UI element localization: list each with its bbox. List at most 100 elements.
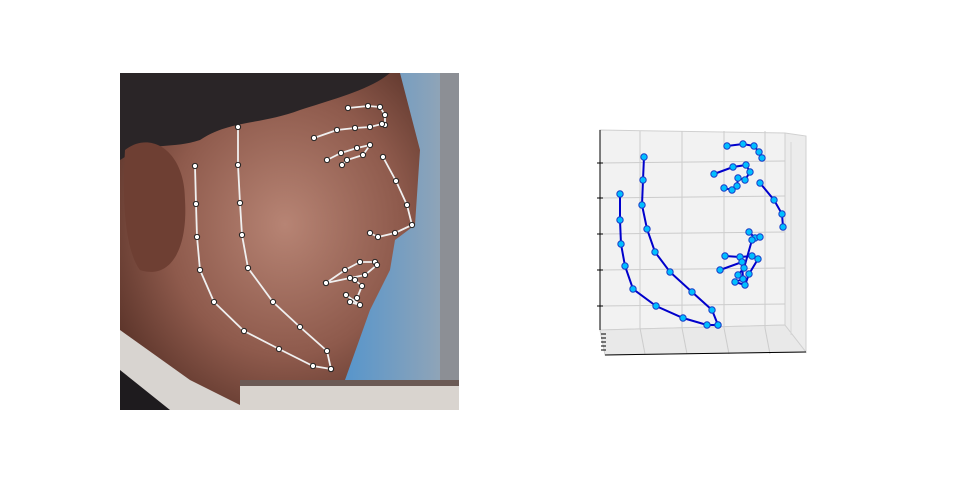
landmark-point (750, 142, 758, 150)
landmark-point (740, 264, 748, 272)
lectern (240, 385, 459, 410)
landmark-point (738, 258, 746, 266)
landmark-point (754, 255, 762, 263)
grid-line (599, 195, 786, 199)
landmark-point (621, 262, 629, 270)
landmark-point (356, 301, 364, 309)
grid-line (599, 231, 786, 235)
floor-pane (599, 324, 808, 356)
face-landmarks (191, 102, 416, 373)
back-pane (599, 129, 786, 331)
landmark-point (688, 288, 696, 296)
landmark-point (710, 170, 718, 178)
grid-line (599, 303, 786, 307)
landmark-line (759, 182, 784, 228)
landmark-point (408, 221, 416, 229)
ear (123, 142, 186, 272)
landmark-point (333, 126, 341, 134)
landmark-point (323, 347, 331, 355)
landmark-point (742, 161, 750, 169)
landmark-point (322, 279, 330, 287)
landmark-point (643, 225, 651, 233)
landmark-point (275, 345, 283, 353)
landmark-point (703, 321, 711, 329)
face (120, 73, 420, 410)
landmark-point (721, 252, 729, 260)
side-pane (784, 132, 807, 354)
landmark-point (714, 321, 722, 329)
photo (120, 73, 459, 410)
grid (597, 131, 792, 355)
landmark-point (639, 176, 647, 184)
landmark-point (403, 201, 411, 209)
landmark-point (392, 177, 400, 185)
collar (120, 330, 250, 410)
landmark-point (640, 153, 648, 161)
landmark-point (779, 223, 787, 231)
landmark-point (191, 162, 199, 170)
landmark-point (745, 228, 753, 236)
landmark-point (192, 200, 200, 208)
landmark-point (729, 163, 737, 171)
landmark-point (327, 365, 335, 373)
landmark-point (269, 298, 277, 306)
landmark-point (341, 266, 349, 274)
landmarks-3d (616, 140, 787, 329)
landmark-point (238, 231, 246, 239)
grid-line (639, 327, 646, 355)
landmark-point (196, 266, 204, 274)
landmark-point (240, 327, 248, 335)
landmark-point (364, 102, 372, 110)
grid-line (723, 327, 730, 355)
landmark-point (720, 184, 728, 192)
lectern-edge (240, 380, 459, 386)
landmark-point (344, 104, 352, 112)
landmark-point (353, 144, 361, 152)
landmark-point (723, 142, 731, 150)
landmark-point (309, 362, 317, 370)
landmark-point (748, 252, 756, 260)
landmark-point (346, 298, 354, 306)
landmark-point (638, 201, 646, 209)
landmark-point (741, 176, 749, 184)
landmark-point (731, 278, 739, 286)
landmark-point (244, 264, 252, 272)
landmark-point (376, 103, 384, 111)
hair (120, 73, 390, 160)
landmark-point (337, 149, 345, 157)
landmark-point (756, 179, 764, 187)
landmark-point (379, 153, 387, 161)
landmark-point (338, 161, 346, 169)
landmark-point (746, 168, 754, 176)
landmark-point (755, 148, 763, 156)
landmark-point (728, 186, 736, 194)
landmark-point (323, 156, 331, 164)
landmark-point (778, 210, 786, 218)
landmark-point (756, 233, 764, 241)
landmark-point (679, 314, 687, 322)
suit (120, 370, 170, 410)
landmark-point (770, 196, 778, 204)
landmark-point (236, 199, 244, 207)
landmark-point (310, 134, 318, 142)
landmark-point (741, 281, 749, 289)
grid-line (599, 267, 786, 271)
landmark-point (617, 240, 625, 248)
landmark-point (739, 275, 747, 283)
landmark-point (758, 154, 766, 162)
landmark-point (716, 266, 724, 274)
landmark-point (356, 258, 364, 266)
landmark-point (616, 216, 624, 224)
landmark-point (351, 124, 359, 132)
landmark-point (381, 111, 389, 119)
photo-edge (440, 73, 459, 410)
landmark-point (343, 156, 351, 164)
landmark-point (391, 229, 399, 237)
landmark-point (234, 123, 242, 131)
landmark-point (193, 233, 201, 241)
landmark-point (358, 282, 366, 290)
landmark-point (353, 294, 361, 302)
landmark-point (616, 190, 624, 198)
landmark-point (351, 276, 359, 284)
